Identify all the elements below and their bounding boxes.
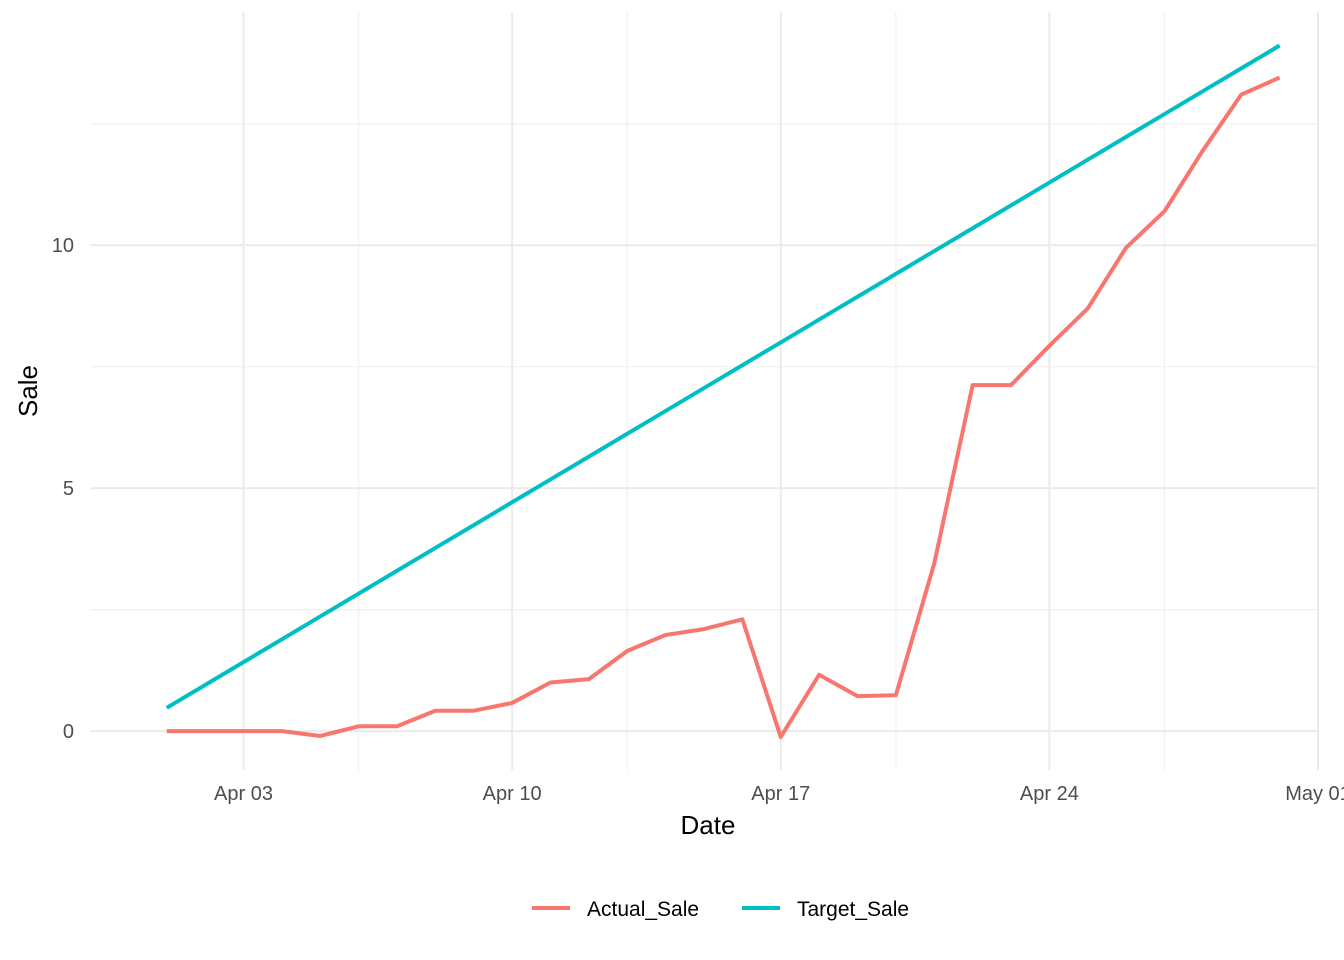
y-tick-label: 0 [63,721,74,743]
x-tick-label: Apr 10 [483,783,542,805]
x-axis-title: Date [681,810,736,840]
y-tick-label: 5 [63,478,74,500]
y-axis-title: Sale [13,365,43,417]
legend: Actual_Sale Target_Sale [532,898,909,921]
legend-label: Actual_Sale [587,898,699,921]
series-lines [165,43,1281,739]
legend-label: Target_Sale [797,898,909,921]
y-axis-ticks: 0 5 10 [52,235,74,743]
x-tick-label: Apr 03 [214,783,273,805]
series-line-actual-sale [166,75,1281,739]
x-tick-label: Apr 17 [751,783,810,805]
y-tick-label: 10 [52,235,74,257]
x-axis-ticks: Apr 03 Apr 10 Apr 17 Apr 24 May 01 [214,783,1344,805]
series-line-target-sale [165,43,1281,710]
gridlines [90,12,1319,770]
x-tick-label: May 01 [1285,783,1344,805]
x-tick-label: Apr 24 [1020,783,1079,805]
